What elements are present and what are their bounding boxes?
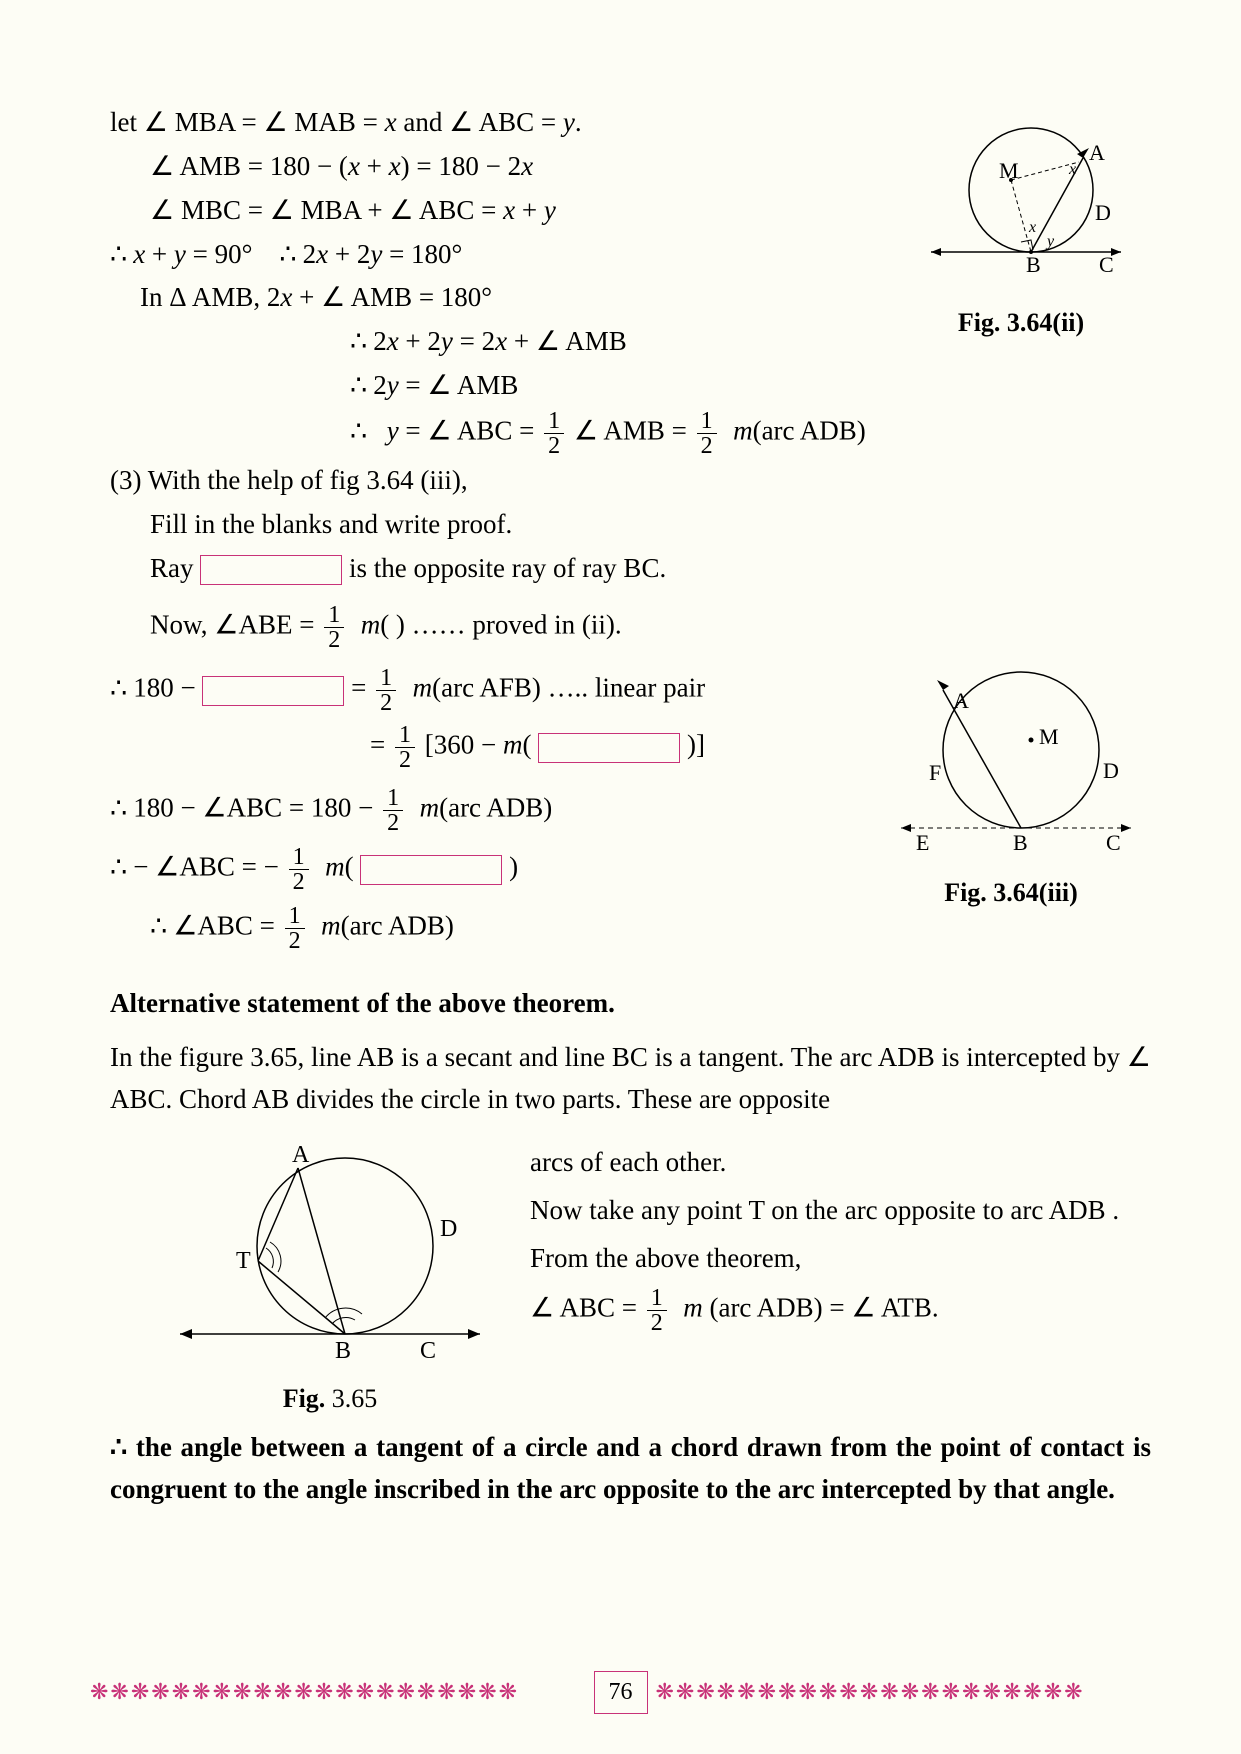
section-3: (3) With the help of fig 3.64 (iii), (110, 460, 1151, 502)
caption-365: Fig. 3.65 (150, 1379, 510, 1419)
label-C: C (1106, 830, 1121, 855)
pattern-right: ❋❋❋❋❋❋❋❋❋❋❋❋❋❋❋❋❋❋❋❋❋ (656, 1675, 1152, 1709)
caption-364iii: Fig. 3.64(iii) (871, 873, 1151, 913)
fill-blanks-text: Fill in the blanks and write proof. (110, 504, 1151, 546)
blank-box-1[interactable] (200, 555, 342, 585)
para-2-column: arcs of each other. Now take any point T… (530, 1126, 1151, 1341)
label-C: C (420, 1338, 436, 1364)
label-M: M (999, 158, 1019, 183)
label-D: D (1103, 758, 1119, 783)
alt-heading: Alternative statement of the above theor… (110, 983, 1151, 1025)
ray-line: Ray is the opposite ray of ray BC. (110, 548, 1151, 590)
proof-line-7: 2y = ∠ AMB (110, 365, 1151, 407)
label-B: B (335, 1338, 351, 1364)
circle-diagram-365: A B C D T (170, 1136, 490, 1366)
label-M: M (1039, 724, 1059, 749)
conclusion: ∴ the angle between a tangent of a circl… (110, 1427, 1151, 1511)
now-line: Now, ∠ABE = 12 m( ) …… proved in (ii). (110, 603, 1151, 652)
para-2c: From the above theorem, (530, 1238, 1151, 1280)
label-y: y (1045, 233, 1055, 250)
label-B: B (1026, 252, 1041, 277)
circle-diagram-364iii: M A B C E F D (881, 660, 1141, 860)
label-B: B (1013, 830, 1028, 855)
para-2a: arcs of each other. (530, 1142, 1151, 1184)
label-E: E (916, 830, 929, 855)
para-1: In the figure 3.65, line AB is a secant … (110, 1037, 1151, 1121)
para-2d: ∠ ABC = 12 m (arc ADB) = ∠ ATB. (530, 1286, 1151, 1335)
label-D: D (1095, 200, 1111, 225)
label-D: D (440, 1216, 457, 1242)
label-A: A (1089, 140, 1105, 165)
label-x2: x (1068, 161, 1076, 178)
para-2b: Now take any point T on the arc opposite… (530, 1190, 1151, 1232)
caption-364ii: Fig. 3.64(ii) (901, 303, 1141, 343)
circle-diagram-364ii: M A B C D x x y (911, 120, 1131, 290)
blank-box-4[interactable] (360, 855, 502, 885)
label-F: F (929, 760, 941, 785)
label-C: C (1099, 252, 1114, 277)
proof-line-8: y = ∠ ABC = 12 ∠ AMB = 12 m(arc ADB) (110, 409, 1151, 458)
figure-3-64-ii: M A B C D x x y Fig. 3.64(ii) (901, 120, 1141, 343)
pattern-left: ❋❋❋❋❋❋❋❋❋❋❋❋❋❋❋❋❋❋❋❋❋ (90, 1675, 586, 1709)
figure-3-64-iii: M A B C E F D Fig. 3.64(iii) (871, 660, 1151, 913)
label-x: x (1028, 219, 1036, 236)
page-number: 76 (594, 1671, 648, 1714)
footer-pattern: ❋❋❋❋❋❋❋❋❋❋❋❋❋❋❋❋❋❋❋❋❋ 76 ❋❋❋❋❋❋❋❋❋❋❋❋❋❋❋… (90, 1671, 1151, 1714)
textbook-page: M A B C D x x y Fig. 3.64(ii) M A (0, 0, 1241, 1754)
blank-box-3[interactable] (538, 733, 680, 763)
label-T: T (236, 1248, 251, 1274)
figure-3-65: A B C D T Fig. 3.65 (150, 1136, 510, 1419)
blank-box-2[interactable] (202, 676, 344, 706)
label-A: A (292, 1142, 310, 1168)
label-A: A (953, 688, 969, 713)
